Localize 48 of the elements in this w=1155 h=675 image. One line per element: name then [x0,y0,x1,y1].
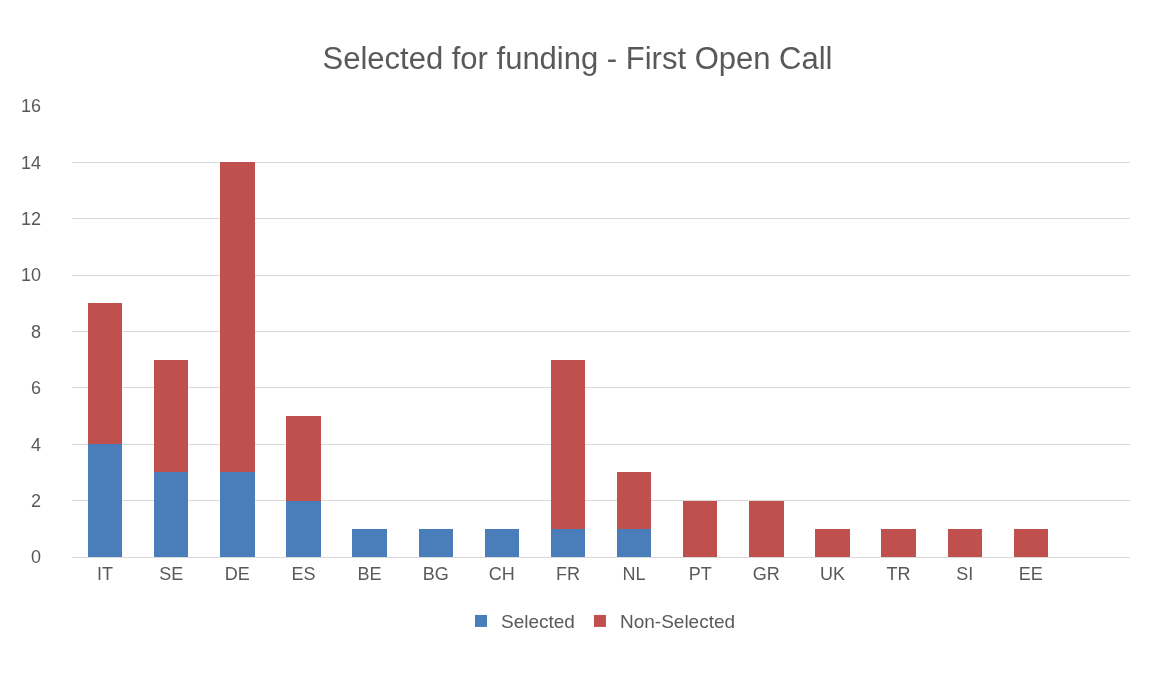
bar [87,303,123,445]
bar [550,359,586,529]
x-tick-label: PT [688,563,712,584]
bar [484,528,520,557]
y-tick-label: 4 [30,434,41,455]
bar [154,359,189,473]
bar [947,528,982,557]
x-tick-label: BE [357,563,382,584]
y-tick-label: 12 [20,209,41,230]
bar [154,472,189,557]
bar [616,472,652,529]
bar [683,500,718,557]
bar [220,162,255,473]
bar [881,528,916,557]
x-tick-label: EE [1018,563,1043,584]
y-tick-label: 8 [30,321,41,342]
y-tick-label: 0 [30,547,41,568]
x-tick-label: IT [97,563,114,584]
bar [1013,528,1049,557]
x-tick-label: SE [159,563,184,584]
bar [220,472,255,557]
bar [352,528,387,557]
bar [550,528,586,557]
bar [815,528,850,557]
bar [87,444,123,557]
bar [418,528,453,557]
chart-title: Selected for funding - First Open Call [322,40,833,76]
x-tick-label: NL [622,563,646,584]
x-tick-label: ES [291,563,316,584]
x-tick-label: GR [752,563,780,584]
legend-label: Selected [501,611,575,633]
x-tick-label: BG [422,563,449,584]
y-tick-label: 14 [20,152,41,173]
x-tick-label: UK [819,563,845,584]
bar [749,500,784,557]
x-tick-label: DE [224,563,250,584]
y-tick-label: 16 [20,96,41,117]
x-tick-label: CH [488,563,515,584]
y-tick-label: 2 [30,490,41,511]
x-tick-label: SI [956,563,974,584]
bar [616,528,652,557]
x-tick-label: FR [555,563,580,584]
bar [286,500,321,557]
x-tick-label: TR [886,563,911,584]
legend-label: Non-Selected [619,611,736,633]
y-tick-label: 10 [20,265,41,286]
bar [286,416,321,501]
y-tick-label: 6 [30,378,41,399]
